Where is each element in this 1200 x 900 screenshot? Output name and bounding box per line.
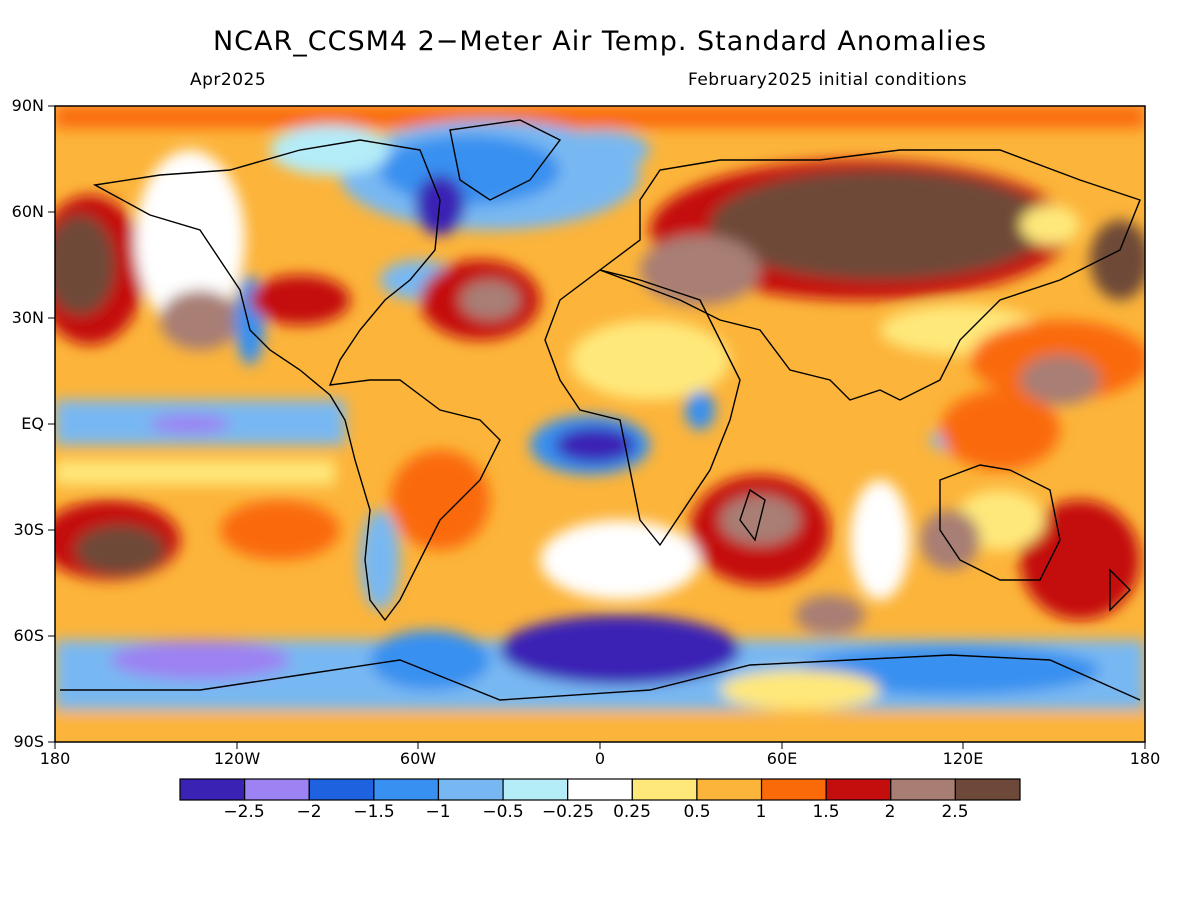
colorbar-swatch — [244, 778, 310, 801]
lon-label-120w: 120W — [213, 749, 261, 768]
init-conditions-label: February2025 initial conditions — [688, 70, 968, 90]
colorbar-swatch — [825, 778, 892, 801]
colorbar-swatch — [567, 778, 633, 801]
lat-label-30n: 30N — [11, 308, 44, 327]
colorbar-label: 0.5 — [683, 802, 711, 822]
lat-label-90n: 90N — [11, 96, 44, 115]
lon-label-180e: 180 — [1129, 749, 1161, 768]
colorbar-label: 1.5 — [812, 802, 840, 822]
lat-label-eq: EQ — [21, 414, 44, 433]
colorbar-swatch — [631, 778, 698, 801]
lon-label-120e: 120E — [942, 749, 984, 768]
lon-ticks — [54, 742, 1146, 749]
colorbar-label: −0.25 — [541, 802, 595, 822]
colorbar-swatch — [179, 778, 246, 801]
colorbar-label: −0.5 — [482, 802, 524, 822]
lat-label-60n: 60N — [11, 202, 44, 221]
lat-label-60s: 60S — [13, 626, 44, 645]
lon-label-180w: 180 — [39, 749, 71, 768]
colorbar-label: −2 — [296, 802, 322, 822]
colorbar-label: 2.5 — [941, 802, 969, 822]
lon-label-0: 0 — [594, 749, 606, 768]
colorbar-swatch — [502, 778, 569, 801]
lon-label-60e: 60E — [766, 749, 798, 768]
colorbar-swatch — [760, 778, 827, 801]
colorbar-swatch — [373, 778, 440, 801]
lat-label-90s: 90S — [13, 732, 44, 751]
colorbar-swatch — [437, 778, 504, 801]
colorbar-swatch — [308, 778, 375, 801]
lon-label-60w: 60W — [399, 749, 437, 768]
lat-ticks — [48, 105, 55, 743]
colorbar-label: −1.5 — [353, 802, 395, 822]
colorbar-label: 1 — [755, 802, 767, 822]
colorbar-swatch — [696, 778, 763, 801]
coastlines — [60, 119, 1141, 701]
colorbar-label: −2.5 — [223, 802, 265, 822]
anomaly-field — [55, 106, 1145, 742]
colorbar-label: 2 — [884, 802, 896, 822]
colorbar-label: 0.25 — [613, 802, 651, 822]
map-title: NCAR_CCSM4 2−Meter Air Temp. Standard An… — [212, 26, 988, 57]
colorbar-label: −1 — [425, 802, 451, 822]
colorbar-swatch — [890, 778, 956, 801]
colorbar-swatch — [954, 778, 1021, 801]
lat-label-30s: 30S — [13, 520, 44, 539]
valid-month-label: Apr2025 — [190, 70, 267, 90]
